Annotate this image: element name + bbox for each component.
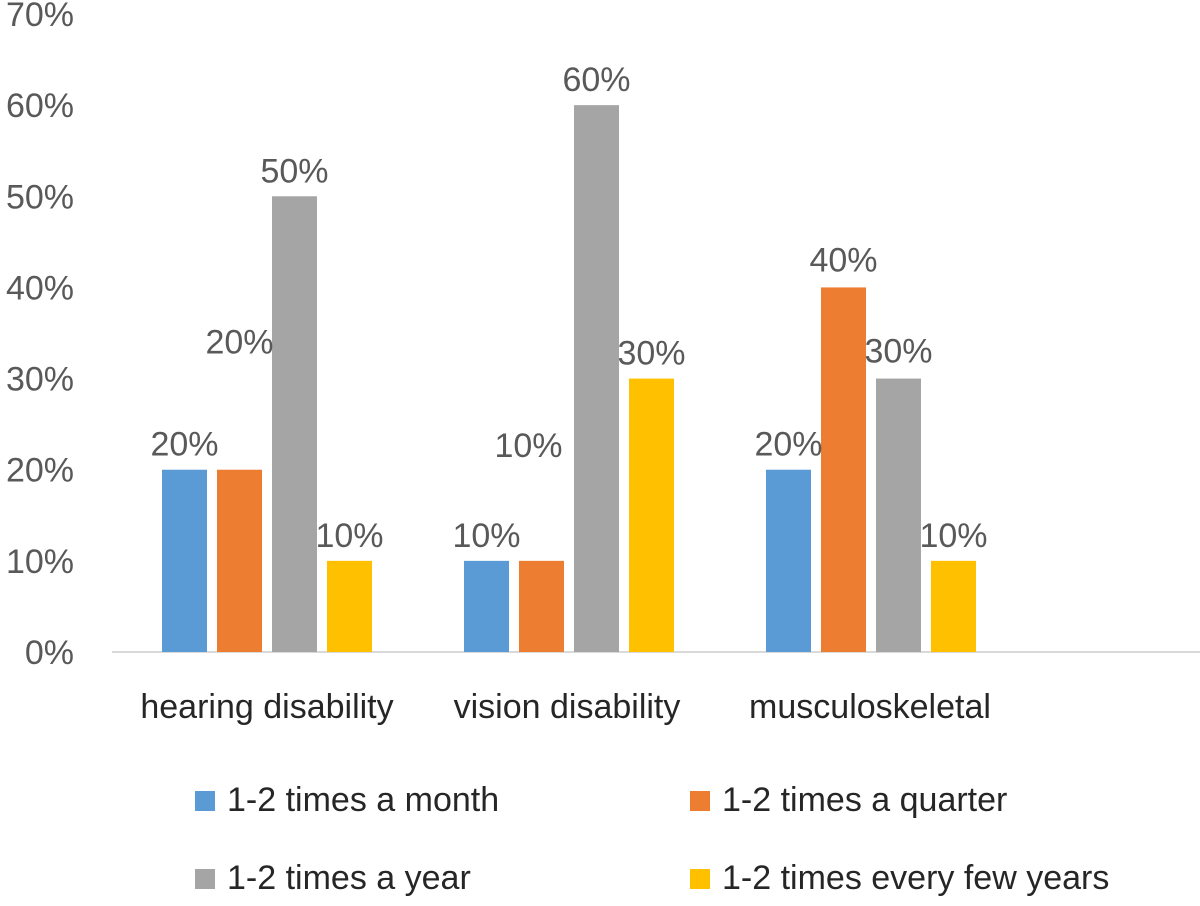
bar-2-4 [629, 378, 674, 652]
data-label: 20% [205, 324, 273, 362]
y-tick-label: 0% [25, 634, 74, 672]
bar-2-1 [464, 560, 509, 652]
bar-1-1 [162, 469, 207, 652]
bar-2-3 [574, 105, 619, 652]
legend-swatch [690, 791, 710, 811]
y-tick-label: 20% [6, 452, 74, 490]
data-label: 60% [562, 61, 630, 99]
x-category-label: vision disability [454, 688, 681, 726]
data-label: 20% [150, 426, 218, 464]
bar-1-2 [217, 469, 262, 652]
data-label: 10% [494, 427, 562, 465]
data-label: 30% [864, 333, 932, 371]
x-category-label: musculoskeletal [749, 688, 991, 726]
bar-3-1 [766, 469, 811, 652]
y-tick-label: 70% [6, 0, 74, 34]
legend-label: 1-2 times a year [227, 859, 471, 897]
y-tick-label: 10% [6, 543, 74, 581]
x-category-label: hearing disability [140, 688, 393, 726]
y-tick-label: 50% [6, 178, 74, 216]
y-axis-ticks: 0% 10% 20% 30% 40% 50% 60% 70% [6, 0, 74, 672]
y-tick-label: 30% [6, 361, 74, 399]
bar-2-2 [519, 560, 564, 652]
bar-3-4 [931, 560, 976, 652]
legend-label: 1-2 times a quarter [722, 781, 1007, 819]
legend-swatch [195, 869, 215, 889]
bar-3-2 [821, 287, 866, 652]
bars [162, 105, 976, 653]
legend: 1-2 times a month 1-2 times a quarter 1-2 … [195, 781, 1109, 897]
data-label: 30% [617, 335, 685, 373]
data-label: 20% [754, 426, 822, 464]
legend-swatch [195, 791, 215, 811]
data-label: 50% [260, 152, 328, 190]
bar-1-3 [272, 196, 317, 653]
legend-swatch [690, 869, 710, 889]
bar-1-4 [327, 560, 372, 652]
data-label: 10% [452, 517, 520, 555]
data-labels: 20% 20% 50% 10% 10% 10% 60% 30% 20% 40% 30% 10% [150, 61, 987, 555]
x-axis-categories: hearing disability vision disability muscu… [140, 688, 991, 726]
data-label: 10% [919, 517, 987, 555]
y-tick-label: 60% [6, 87, 74, 125]
data-label: 40% [809, 241, 877, 279]
y-tick-label: 40% [6, 269, 74, 307]
data-label: 10% [315, 517, 383, 555]
legend-label: 1-2 times every few years [722, 859, 1109, 897]
bar-3-3 [876, 378, 921, 652]
legend-label: 1-2 times a month [227, 781, 499, 819]
